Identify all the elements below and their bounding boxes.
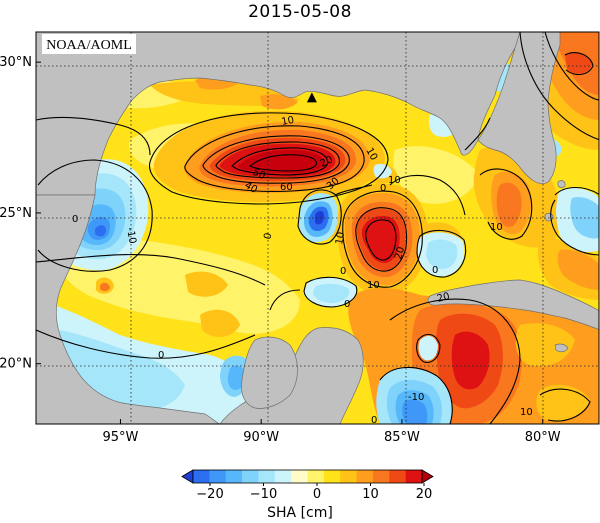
colorbar-segment [307,470,325,483]
contour-label: 0 [262,232,274,241]
contour-label: 10 [490,222,503,233]
contour-label: 20 [393,246,407,261]
colorbar-segment [356,470,374,483]
colorbar-high-extension [421,469,434,484]
longitude-label: 90°W [243,430,279,445]
contour-label: 20 [436,291,451,305]
colorbar-segment [193,470,210,483]
triangle-marker-icon [306,92,317,103]
latitude-labels: 30°N 25°N 20°N [0,55,41,372]
map-plot-area: 10 10 20 30 40 50 60 0 -10 0 0 10 20 10 … [36,32,599,426]
latitude-label: 25°N [0,206,32,221]
contour-label: 0 [344,299,350,310]
contour-label: 10 [388,175,401,186]
colorbar-label: SHA [cm] [267,505,333,521]
longitude-label: 80°W [525,430,561,445]
colorbar-tick-label: −10 [250,487,277,502]
colorbar-low-extension [181,469,194,484]
colorbar-segment [405,470,423,483]
contour-label: 0 [340,266,346,277]
colorbar-tick-label: 10 [362,487,379,502]
contour-label: 10 [520,407,533,418]
contour-label: 0 [371,415,377,426]
land-mass [36,32,599,424]
colorbar: −20 −10 0 10 20 [181,469,434,502]
map-frame [35,31,600,425]
contour-label: -10 [124,227,138,245]
contour-lines [36,32,599,424]
contour-label: 0 [380,183,386,194]
contour-label: -10 [408,392,424,403]
latitude-label: 20°N [0,357,32,372]
contour-label: 0 [72,214,78,225]
contour-label: 10 [367,280,380,291]
colorbar-segment [274,470,292,483]
colorbar-segment [258,470,276,483]
contour-label: 50 [251,167,267,182]
colorbar-tick-label: −20 [196,487,223,502]
longitude-label: 85°W [384,430,420,445]
gridlines [36,32,599,424]
colorbar-segment [291,470,308,483]
contour-label: 60 [280,182,293,193]
longitude-labels: 95°W 90°W 85°W 80°W [102,419,561,445]
colorbar-segment [372,470,390,483]
contour-label: 20 [319,154,335,169]
credit-box: NOAA/AOML [42,34,136,54]
colorbar-tick-label: 0 [313,487,321,502]
credit-text: NOAA/AOML [46,38,132,53]
colorbar-segment [340,470,357,483]
colorbar-segment [242,470,259,483]
colorbar-segment [209,470,227,483]
latitude-label: 30°N [0,55,32,70]
contour-label: 0 [158,350,164,361]
contour-label: 10 [281,115,295,128]
colorbar-segment [323,470,341,483]
colorbar-tick-label: 20 [416,487,433,502]
map-title: 2015-05-08 [248,2,352,22]
colorbar-frame [192,469,423,484]
contour-label: 0 [432,265,438,276]
colorbar-segment [389,470,406,483]
colorbar-segment [225,470,243,483]
contour-label: 10 [334,231,347,245]
longitude-label: 95°W [102,430,138,445]
